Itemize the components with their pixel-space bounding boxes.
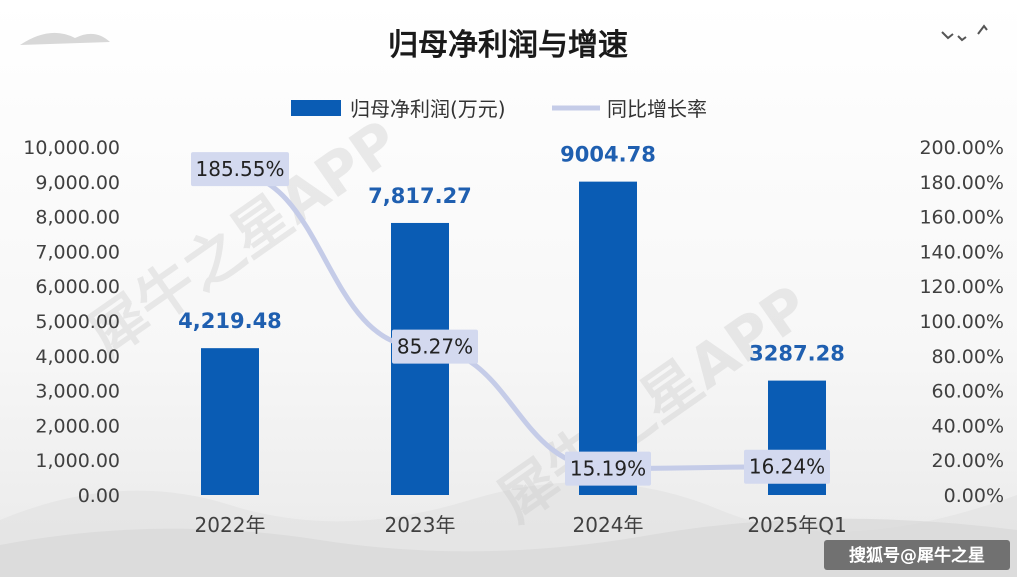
y-axis-left: 0.00 1,000.00 2,000.00 3,000.00 4,000.00 5,00… — [23, 137, 120, 507]
y-left-tick-label: 10,000.00 — [23, 137, 120, 159]
bar — [201, 348, 259, 495]
line-series: 185.55% 85.27% 15.19% 16.24% — [191, 152, 830, 486]
credit-background — [824, 540, 1010, 570]
y-right-tick-label: 160.00% — [919, 207, 1004, 229]
y-right-tick-label: 40.00% — [932, 415, 1004, 437]
y-right-tick-label: 200.00% — [919, 137, 1004, 159]
growth-line — [229, 169, 798, 472]
y-right-tick-label: 0.00% — [944, 485, 1004, 507]
line-label-background — [392, 329, 478, 364]
bird-icon — [957, 35, 967, 42]
y-left-tick-label: 4,000.00 — [35, 346, 120, 368]
x-tick-label: 2023年 — [385, 513, 456, 537]
y-right-tick-label: 20.00% — [932, 450, 1004, 472]
line-label-background — [744, 449, 830, 484]
credit-text: 搜狐号@犀牛之星 — [849, 545, 985, 566]
y-left-tick-label: 9,000.00 — [35, 172, 120, 194]
line-data-label: 15.19% — [570, 457, 646, 481]
bar-data-label: 7,817.27 — [368, 184, 472, 208]
bird-icon — [977, 24, 988, 35]
y-left-tick-label: 2,000.00 — [35, 415, 120, 437]
y-left-tick-label: 8,000.00 — [35, 207, 120, 229]
bar-data-label: 4,219.48 — [178, 309, 282, 333]
bar — [579, 181, 637, 495]
y-axis-right: 0.00% 20.00% 40.00% 60.00% 80.00% 100.00% 120.… — [919, 137, 1004, 507]
y-right-tick-label: 80.00% — [932, 346, 1004, 368]
line-label-background — [565, 451, 651, 486]
legend-swatch-bar — [291, 100, 341, 116]
line-data-label: 185.55% — [196, 157, 285, 181]
y-left-tick-label: 6,000.00 — [35, 276, 120, 298]
y-left-tick-label: 3,000.00 — [35, 381, 120, 403]
mountain-decoration — [0, 518, 1017, 577]
legend-label-bar: 归母净利润(万元) — [350, 97, 506, 121]
legend: 归母净利润(万元) 同比增长率 — [291, 97, 707, 121]
line-data-label: 85.27% — [397, 335, 473, 359]
bar-data-label: 3287.28 — [749, 342, 845, 366]
y-right-tick-label: 60.00% — [932, 381, 1004, 403]
chart-title: 归母净利润与增速 — [388, 28, 628, 63]
x-tick-label: 2024年 — [573, 513, 644, 537]
bar-series: 4,219.48 7,817.27 9004.78 3287.28 — [178, 143, 845, 496]
y-left-tick-label: 0.00 — [78, 485, 120, 507]
legend-label-line: 同比增长率 — [607, 97, 707, 121]
y-left-tick-label: 5,000.00 — [35, 311, 120, 333]
bird-icon — [941, 31, 954, 40]
y-right-tick-label: 120.00% — [919, 276, 1004, 298]
line-label-background — [191, 152, 289, 187]
y-left-tick-label: 1,000.00 — [35, 450, 120, 472]
y-right-tick-label: 140.00% — [919, 241, 1004, 263]
y-right-tick-label: 100.00% — [919, 311, 1004, 333]
line-data-label: 16.24% — [749, 455, 825, 479]
y-right-tick-label: 180.00% — [919, 172, 1004, 194]
x-tick-label: 2022年 — [195, 513, 266, 537]
x-axis: 2022年 2023年 2024年 2025年Q1 — [195, 513, 847, 537]
y-left-tick-label: 7,000.00 — [35, 241, 120, 263]
x-tick-label: 2025年Q1 — [747, 513, 846, 537]
cloud-decoration — [20, 32, 110, 45]
bar-data-label: 9004.78 — [560, 143, 656, 167]
